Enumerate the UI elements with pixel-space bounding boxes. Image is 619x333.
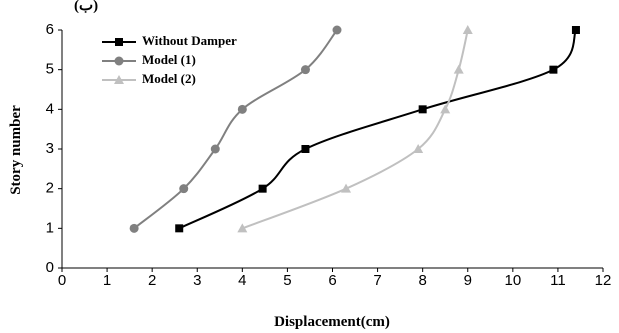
marker (258, 184, 267, 193)
marker (175, 224, 184, 233)
y-tick-label: 5 (46, 61, 54, 78)
y-axis-label: Story number (8, 105, 24, 195)
y-tick-label: 4 (46, 100, 54, 117)
marker (210, 144, 220, 154)
x-tick-label: 8 (418, 272, 426, 289)
legend-label: Model (2) (142, 71, 196, 86)
y-tick-label: 1 (46, 219, 54, 236)
marker (453, 64, 464, 74)
marker (300, 65, 310, 75)
marker (332, 25, 342, 35)
y-tick-label: 6 (46, 21, 54, 38)
marker (549, 65, 558, 74)
legend-marker (114, 56, 124, 66)
y-tick-label: 2 (46, 180, 54, 197)
marker (462, 25, 473, 34)
marker (418, 105, 427, 114)
x-tick-label: 11 (550, 272, 566, 289)
legend-label: Without Damper (142, 33, 237, 48)
x-tick-label: 1 (103, 272, 111, 289)
series-line (241, 29, 469, 230)
marker (301, 145, 310, 153)
x-tick-label: 5 (283, 272, 291, 289)
x-tick-label: 4 (238, 272, 246, 289)
marker (237, 104, 247, 114)
x-tick-label: 9 (464, 272, 472, 289)
x-tick-label: 2 (148, 272, 156, 289)
legend-marker (115, 38, 123, 46)
marker (413, 144, 424, 153)
annotation: (ب) (74, 0, 98, 14)
x-tick-label: 6 (328, 272, 336, 289)
y-tick-label: 0 (46, 259, 54, 276)
marker (129, 223, 139, 233)
x-tick-label: 12 (595, 272, 612, 289)
legend-marker (114, 75, 124, 84)
marker (341, 183, 352, 193)
x-tick-label: 7 (373, 272, 381, 289)
x-tick-label: 0 (58, 272, 66, 289)
marker (237, 223, 248, 233)
x-axis-label: Displacement(cm) (274, 314, 390, 330)
x-tick-label: 10 (504, 272, 521, 289)
marker (440, 104, 451, 114)
marker (179, 184, 189, 194)
y-tick-label: 3 (46, 140, 54, 157)
series-line (178, 29, 577, 230)
marker (571, 26, 580, 34)
legend-label: Model (1) (142, 52, 196, 67)
x-tick-label: 3 (193, 272, 201, 289)
